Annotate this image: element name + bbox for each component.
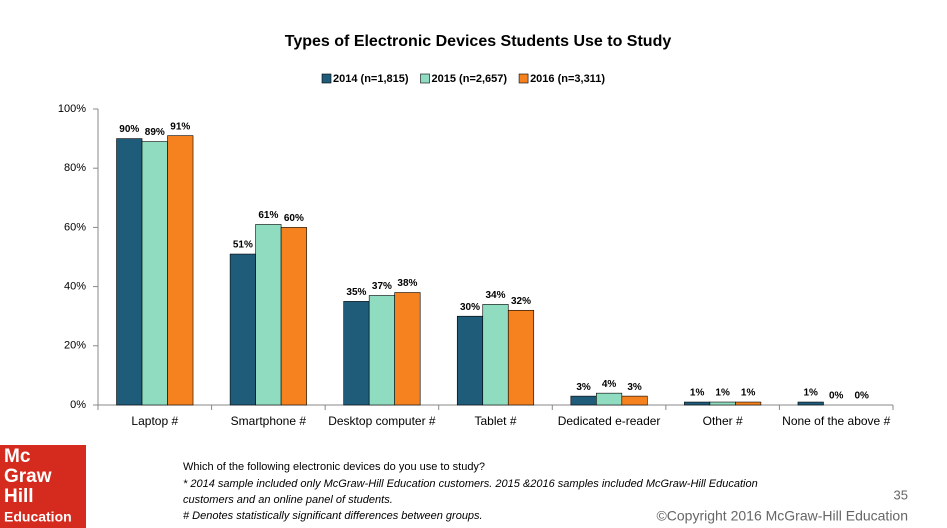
bar bbox=[368, 295, 395, 406]
y-tick-label: 0% bbox=[70, 399, 86, 411]
data-label: 90% bbox=[119, 124, 139, 135]
x-tick-label: Laptop # bbox=[131, 414, 178, 428]
legend-label: 2016 (n=3,311) bbox=[530, 73, 605, 85]
data-label: 30% bbox=[460, 302, 480, 313]
bar bbox=[596, 392, 623, 406]
data-label: 32% bbox=[511, 296, 531, 307]
bar bbox=[570, 395, 597, 406]
bar bbox=[621, 395, 648, 406]
data-label: 61% bbox=[258, 210, 278, 221]
data-label: 3% bbox=[627, 382, 642, 393]
logo-text: Graw bbox=[4, 466, 52, 487]
bar bbox=[709, 401, 736, 406]
copyright: ©Copyright 2016 McGraw-Hill Education bbox=[656, 508, 908, 524]
x-tick-label: Dedicated e-reader bbox=[558, 414, 661, 428]
legend-swatch bbox=[420, 73, 430, 84]
data-label: 51% bbox=[233, 240, 253, 251]
x-tick-label: Tablet # bbox=[474, 414, 516, 428]
legend-swatch bbox=[518, 73, 529, 84]
bar bbox=[343, 301, 370, 406]
footnote: * 2014 sample included only McGraw-Hill … bbox=[183, 478, 758, 490]
bar bbox=[684, 401, 711, 406]
y-tick-label: 40% bbox=[64, 281, 86, 293]
data-label: 0% bbox=[829, 391, 844, 402]
logo-text: Education bbox=[4, 509, 72, 525]
bar bbox=[229, 253, 256, 406]
logo-text: Hill bbox=[4, 486, 34, 507]
bar bbox=[255, 224, 282, 406]
legend-label: 2014 (n=1,815) bbox=[333, 73, 409, 85]
data-label: 0% bbox=[854, 391, 869, 402]
bar bbox=[116, 138, 143, 406]
logo-box bbox=[0, 445, 86, 528]
legend-swatch bbox=[321, 73, 332, 84]
x-tick-label: Other # bbox=[703, 414, 743, 428]
bar bbox=[456, 315, 484, 406]
x-tick-label: Desktop computer # bbox=[328, 414, 436, 428]
footnote: # Denotes statistically significant diff… bbox=[183, 510, 483, 522]
logo-text: Mc bbox=[4, 446, 31, 467]
y-tick-label: 100% bbox=[58, 103, 86, 115]
page-number: 35 bbox=[894, 487, 908, 502]
legend-label: 2015 (n=2,657) bbox=[432, 73, 508, 85]
data-label: 4% bbox=[602, 379, 617, 390]
data-label: 89% bbox=[145, 127, 165, 138]
bar bbox=[507, 309, 535, 406]
bar bbox=[280, 227, 307, 406]
data-label: 37% bbox=[372, 281, 392, 292]
footnote: Which of the following electronic device… bbox=[183, 461, 485, 473]
data-label: 3% bbox=[576, 382, 591, 393]
data-label: 1% bbox=[741, 388, 756, 399]
x-tick-label: None of the above # bbox=[782, 414, 890, 428]
x-tick-label: Smartphone # bbox=[231, 414, 307, 428]
data-label: 38% bbox=[397, 278, 417, 289]
data-label: 1% bbox=[715, 388, 730, 399]
data-label: 1% bbox=[803, 388, 818, 399]
data-label: 91% bbox=[170, 121, 190, 132]
footnote: customers and an online panel of student… bbox=[183, 494, 393, 506]
bar bbox=[797, 401, 824, 406]
data-label: 1% bbox=[690, 388, 705, 399]
data-label: 60% bbox=[284, 213, 304, 224]
bar bbox=[141, 141, 168, 406]
data-label: 34% bbox=[485, 290, 505, 301]
bar bbox=[167, 135, 194, 406]
bar bbox=[482, 304, 509, 406]
bar bbox=[394, 292, 421, 406]
y-tick-label: 80% bbox=[64, 162, 86, 174]
bar bbox=[735, 401, 762, 406]
y-tick-label: 60% bbox=[64, 221, 86, 233]
y-tick-label: 20% bbox=[64, 340, 86, 352]
chart-title: Types of Electronic Devices Students Use… bbox=[285, 33, 672, 50]
data-label: 35% bbox=[346, 287, 366, 298]
